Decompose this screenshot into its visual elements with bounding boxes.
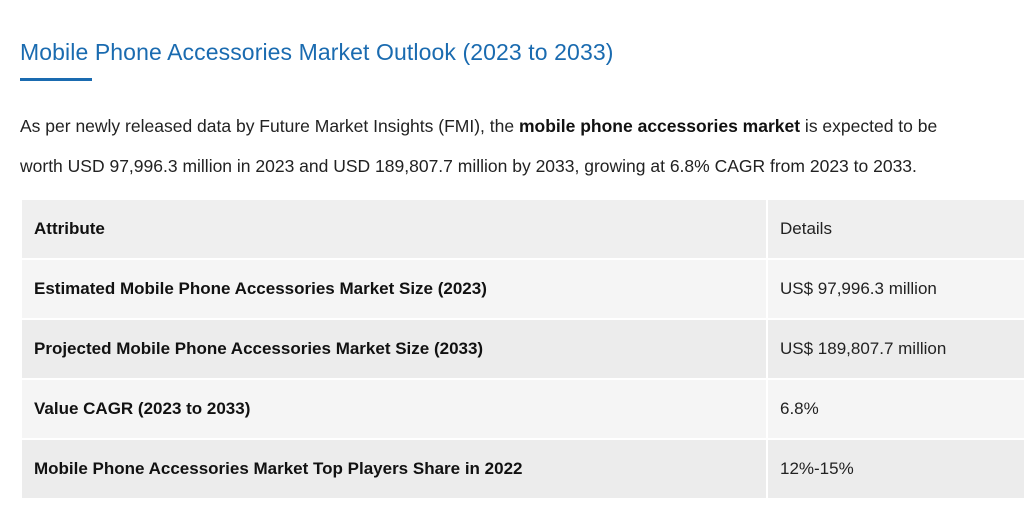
- table-row: Projected Mobile Phone Accessories Marke…: [20, 318, 1024, 380]
- row-attribute: Estimated Mobile Phone Accessories Marke…: [20, 258, 768, 320]
- market-attributes-table: Attribute Details Estimated Mobile Phone…: [20, 198, 1024, 500]
- row-attribute: Projected Mobile Phone Accessories Marke…: [20, 318, 768, 380]
- table-row: Value CAGR (2023 to 2033) 6.8%: [20, 378, 1024, 440]
- row-details: 6.8%: [766, 378, 1024, 440]
- intro-highlight: mobile phone accessories market: [518, 116, 801, 136]
- intro-text-line2: worth USD 97,996.3 million in 2023 and U…: [20, 156, 917, 176]
- row-attribute: Value CAGR (2023 to 2033): [20, 378, 768, 440]
- row-details: US$ 97,996.3 million: [766, 258, 1024, 320]
- table-header-row: Attribute Details: [20, 198, 1024, 260]
- market-table-container: Attribute Details Estimated Mobile Phone…: [20, 198, 1024, 500]
- title-underline: [20, 78, 92, 81]
- table-row: Mobile Phone Accessories Market Top Play…: [20, 438, 1024, 500]
- header-attribute: Attribute: [20, 198, 768, 260]
- table-row: Estimated Mobile Phone Accessories Marke…: [20, 258, 1024, 320]
- section-header: Mobile Phone Accessories Market Outlook …: [20, 36, 614, 81]
- intro-text-start: As per newly released data by Future Mar…: [20, 116, 519, 136]
- row-attribute: Mobile Phone Accessories Market Top Play…: [20, 438, 768, 500]
- intro-text-end: is expected to be: [800, 116, 938, 136]
- page-title: Mobile Phone Accessories Market Outlook …: [20, 39, 614, 65]
- header-details: Details: [766, 198, 1024, 260]
- row-details: US$ 189,807.7 million: [766, 318, 1024, 380]
- row-details: 12%-15%: [766, 438, 1024, 500]
- intro-paragraph: As per newly released data by Future Mar…: [20, 106, 1018, 186]
